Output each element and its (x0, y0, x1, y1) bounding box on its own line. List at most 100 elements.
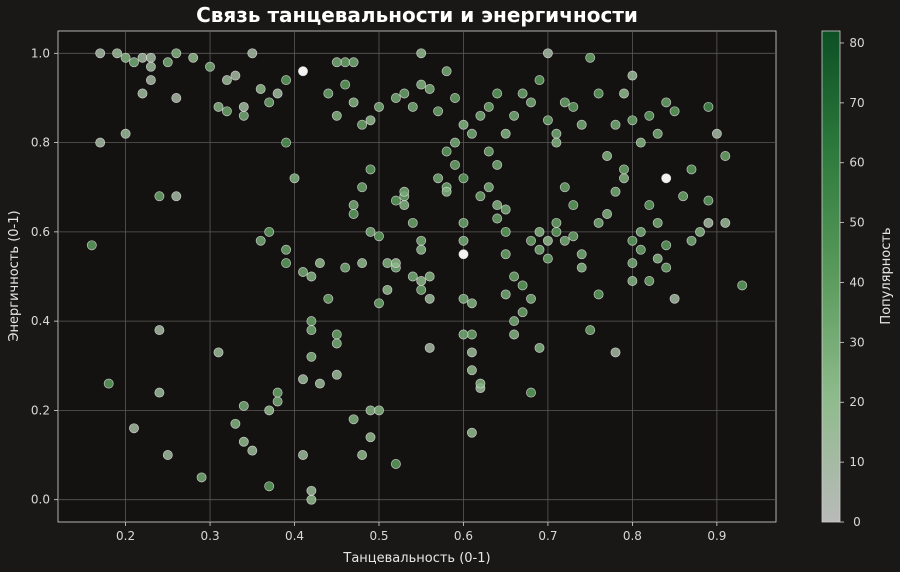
scatter-point (154, 387, 165, 398)
scatter-point (424, 84, 435, 94)
scatter-point (619, 164, 629, 175)
scatter-point (450, 159, 460, 170)
scatter-point (703, 195, 714, 206)
scatter-point (635, 137, 646, 148)
x-tick-label: 0.4 (285, 529, 304, 543)
scatter-point (466, 347, 477, 358)
scatter-point (678, 191, 689, 202)
scatter-point (551, 128, 562, 139)
scatter-point (559, 235, 570, 246)
scatter-point (458, 293, 469, 304)
scatter-point (145, 61, 156, 72)
scatter-point (416, 79, 427, 90)
scatter-point (103, 378, 114, 389)
colorbar-tick-label: 70 (849, 96, 864, 110)
scatter-point (272, 88, 283, 99)
scatter-point (466, 128, 477, 139)
scatter-point (652, 253, 663, 264)
scatter-point (221, 75, 232, 86)
scatter-point (509, 110, 520, 121)
scatter-point (593, 217, 604, 228)
scatter-point (374, 231, 384, 242)
x-tick-label: 0.2 (116, 529, 135, 543)
scatter-point (399, 200, 410, 211)
scatter-point (306, 271, 317, 282)
scatter-point (95, 48, 106, 59)
scatter-point (382, 258, 393, 269)
scatter-point (492, 159, 503, 170)
scatter-point (433, 173, 444, 184)
colorbar-tick-label: 20 (849, 395, 864, 409)
scatter-point (568, 231, 579, 242)
scatter-point (137, 52, 148, 63)
chart-title: Связь танцевальности и энергичности (196, 3, 638, 27)
scatter-point (602, 209, 613, 219)
scatter-point (500, 249, 511, 260)
scatter-point (399, 186, 410, 197)
colorbar (821, 30, 841, 523)
scatter-point (526, 293, 536, 304)
x-axis-label: Танцевальность (0-1) (342, 551, 490, 566)
scatter-point (585, 52, 596, 63)
scatter-point (416, 48, 427, 59)
x-tick-label: 0.6 (454, 529, 473, 543)
scatter-point (441, 66, 452, 77)
scatter-point (348, 414, 359, 425)
scatter-point (720, 217, 731, 228)
scatter-point (154, 325, 165, 336)
scatter-point (627, 115, 638, 126)
scatter-point (644, 200, 655, 211)
scatter-point (365, 405, 376, 416)
scatter-point (661, 97, 672, 108)
scatter-point (500, 226, 511, 237)
scatter-point (331, 329, 342, 340)
scatter-point (466, 365, 477, 376)
scatter-point (500, 289, 511, 300)
scatter-point (424, 342, 435, 353)
scatter-point (331, 338, 342, 349)
scatter-point (416, 276, 427, 286)
scatter-point (390, 459, 401, 469)
scatter-point (526, 235, 536, 246)
scatter-point (686, 164, 697, 175)
scatter-point (441, 186, 452, 197)
scatter-point (298, 450, 308, 460)
scatter-point (264, 481, 275, 492)
scatter-point (534, 244, 545, 255)
scatter-point (247, 445, 258, 456)
scatter-point (357, 119, 368, 130)
scatter-point (416, 235, 427, 246)
scatter-point (441, 146, 452, 157)
scatter-point (483, 101, 494, 112)
scatter-point (264, 405, 275, 416)
scatter-point (602, 151, 613, 161)
scatter-point (686, 235, 697, 246)
scatter-point (703, 101, 714, 112)
scatter-point (661, 240, 672, 251)
colorbar-tick-label: 50 (849, 216, 864, 230)
scatter-point (669, 106, 680, 117)
scatter-point (711, 128, 722, 139)
scatter-point (365, 115, 376, 126)
scatter-point (221, 106, 232, 117)
scatter-point (281, 244, 292, 255)
scatter-point (306, 316, 317, 327)
colorbar-tick-label: 30 (849, 335, 864, 349)
scatter-point (298, 374, 308, 385)
scatter-point (306, 494, 317, 505)
scatter-point (492, 213, 503, 224)
scatter-points (86, 48, 748, 505)
scatter-point (188, 52, 199, 63)
scatter-point (348, 200, 359, 211)
scatter-point (230, 418, 241, 429)
scatter-point (534, 226, 545, 237)
scatter-point (230, 70, 241, 81)
scatter-point (171, 191, 182, 202)
scatter-point (162, 57, 173, 68)
colorbar-ticks: 0 10 20 30 40 50 60 70 80 (840, 36, 865, 529)
scatter-point (264, 97, 275, 108)
scatter-point (340, 79, 351, 90)
scatter-point (306, 325, 317, 336)
scatter-point (720, 151, 731, 161)
scatter-point (255, 235, 266, 246)
